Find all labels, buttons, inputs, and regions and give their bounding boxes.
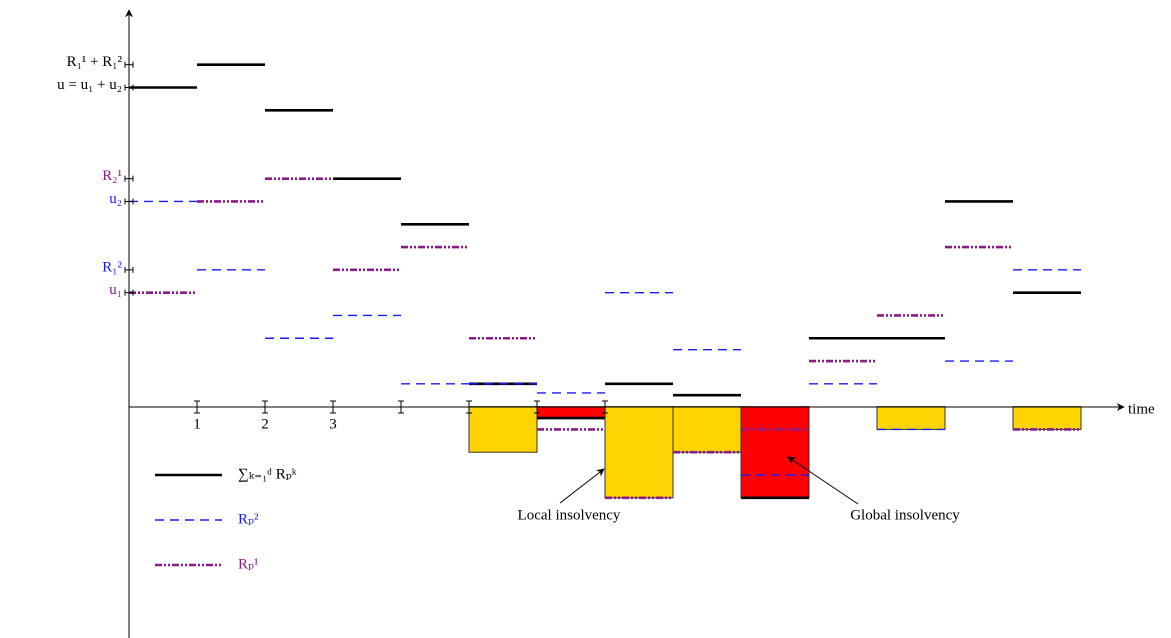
- y-tick-label: u₂: [109, 191, 122, 207]
- x-tick: [602, 400, 608, 414]
- x-tick: [466, 400, 472, 414]
- y-tick: [124, 289, 134, 296]
- y-tick: [124, 266, 134, 273]
- y-tick-label: u₁: [109, 282, 122, 298]
- y-tick-label: R₁²: [102, 259, 122, 275]
- x-tick: [398, 400, 404, 414]
- x-tick: [330, 400, 336, 414]
- y-tick-label: u = u₁ + u₂: [57, 77, 122, 93]
- bars: [468, 406, 1082, 499]
- x-tick: [194, 400, 200, 414]
- x-tick-label: 1: [193, 416, 201, 432]
- insolvency-bar: [876, 406, 946, 430]
- y-tick-label: R₂¹: [102, 168, 122, 184]
- lines: [129, 63, 1081, 500]
- y-tick: [124, 198, 134, 205]
- y-tick: [124, 175, 134, 182]
- insolvency-bar: [1012, 406, 1082, 430]
- insolvency-bar: [672, 406, 742, 453]
- annotation-arrow: [559, 468, 605, 504]
- insolvency-bar: [468, 406, 538, 453]
- annotation-arrow: [787, 456, 859, 505]
- x-tick-label: 3: [329, 416, 337, 432]
- y-tick: [124, 61, 134, 68]
- y-tick-label: R₁¹ + R₁²: [67, 54, 123, 70]
- x-axis-label: time: [1128, 401, 1155, 417]
- insolvency-bar: [740, 406, 810, 499]
- annotation: Global insolvency: [850, 507, 960, 523]
- annotation: Local insolvency: [518, 507, 621, 523]
- insolvency-bar: [604, 406, 674, 499]
- x-tick: [262, 400, 268, 414]
- legend-label: ∑ₖ₌₁ᵈ Rₚᵏ: [238, 466, 297, 482]
- x-tick: [534, 400, 540, 414]
- legend-label: Rₚ²: [238, 511, 259, 527]
- insolvency-bar: [536, 406, 606, 419]
- legend-label: Rₚ¹: [238, 556, 259, 572]
- x-tick-label: 2: [261, 416, 269, 432]
- y-tick: [124, 84, 134, 91]
